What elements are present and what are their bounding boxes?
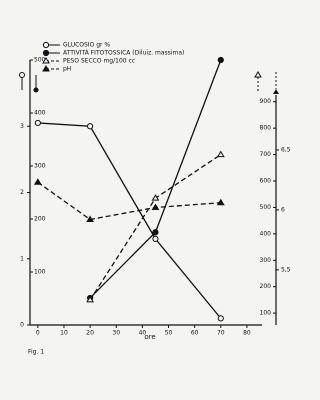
y-tick-label: 700 bbox=[260, 151, 272, 158]
y-tick-label: 600 bbox=[260, 178, 272, 185]
y-tick-label: 6,5 bbox=[281, 146, 291, 153]
legend-label: GLUCOSIO gr % bbox=[63, 42, 110, 49]
y-tick-label: 300 bbox=[34, 163, 46, 170]
x-axis-label: ore bbox=[144, 333, 155, 341]
x-tick-label: 50 bbox=[165, 330, 173, 337]
series-line bbox=[37, 122, 222, 319]
point bbox=[152, 229, 159, 236]
legend-marker bbox=[42, 57, 50, 64]
series-line bbox=[89, 59, 222, 299]
axis-symbols bbox=[19, 71, 279, 94]
point bbox=[87, 123, 94, 130]
point bbox=[216, 150, 225, 158]
legend-marker bbox=[42, 49, 50, 57]
y-tick-label: 1 bbox=[20, 255, 24, 262]
x-tick-label: 0 bbox=[36, 330, 40, 337]
chart: ore Fig. 1 0 10 20 30 40 50 60 70 80012310020030… bbox=[19, 41, 291, 356]
y-tick-label: 100 bbox=[260, 310, 272, 317]
y-tick-label: 300 bbox=[260, 257, 272, 264]
legend-label: pH bbox=[63, 66, 71, 73]
y-tick-label: 100 bbox=[34, 269, 46, 276]
legend-label: ATTIVITÀ FITOTOSSICA (Diluiz. massima) bbox=[63, 50, 184, 57]
x-tick-label: 10 bbox=[60, 330, 68, 337]
y-tick-label: 5,5 bbox=[281, 266, 291, 273]
y-tick-label: 900 bbox=[260, 98, 272, 105]
point bbox=[152, 235, 159, 242]
legend-marker bbox=[42, 41, 50, 49]
point bbox=[151, 194, 160, 201]
y-tick-label: 200 bbox=[34, 216, 46, 223]
point bbox=[33, 178, 42, 185]
point bbox=[216, 198, 225, 206]
point bbox=[86, 215, 94, 222]
y-tick-label: 500 bbox=[34, 57, 46, 64]
point bbox=[217, 56, 224, 64]
x-tick-label: 30 bbox=[112, 330, 120, 337]
point bbox=[86, 295, 94, 303]
legend-label: PESO SECCO mg/100 cc bbox=[63, 58, 135, 65]
y-tick-label: 6 bbox=[281, 206, 285, 213]
point bbox=[151, 203, 160, 210]
y-tick-label: 500 bbox=[260, 204, 272, 211]
x-tick-label: 40 bbox=[139, 330, 147, 337]
legend-marker bbox=[42, 65, 50, 72]
y-tick-label: 400 bbox=[34, 110, 46, 117]
x-tick-label: 80 bbox=[243, 330, 251, 337]
figure-label: Fig. 1 bbox=[28, 349, 44, 356]
y-tick-label: 3 bbox=[20, 123, 24, 130]
y-tick-label: 2 bbox=[20, 189, 24, 196]
x-tick-label: 20 bbox=[86, 330, 94, 337]
x-tick-label: 70 bbox=[217, 330, 225, 337]
y-tick-label: 800 bbox=[260, 125, 272, 132]
point bbox=[34, 119, 41, 127]
y-tick-label: 200 bbox=[260, 283, 272, 290]
y-tick-label: 400 bbox=[260, 230, 272, 237]
x-tick-label: 60 bbox=[191, 330, 199, 337]
y-tick-label: 0 bbox=[20, 322, 24, 329]
point bbox=[217, 315, 224, 322]
series-line bbox=[37, 181, 221, 221]
